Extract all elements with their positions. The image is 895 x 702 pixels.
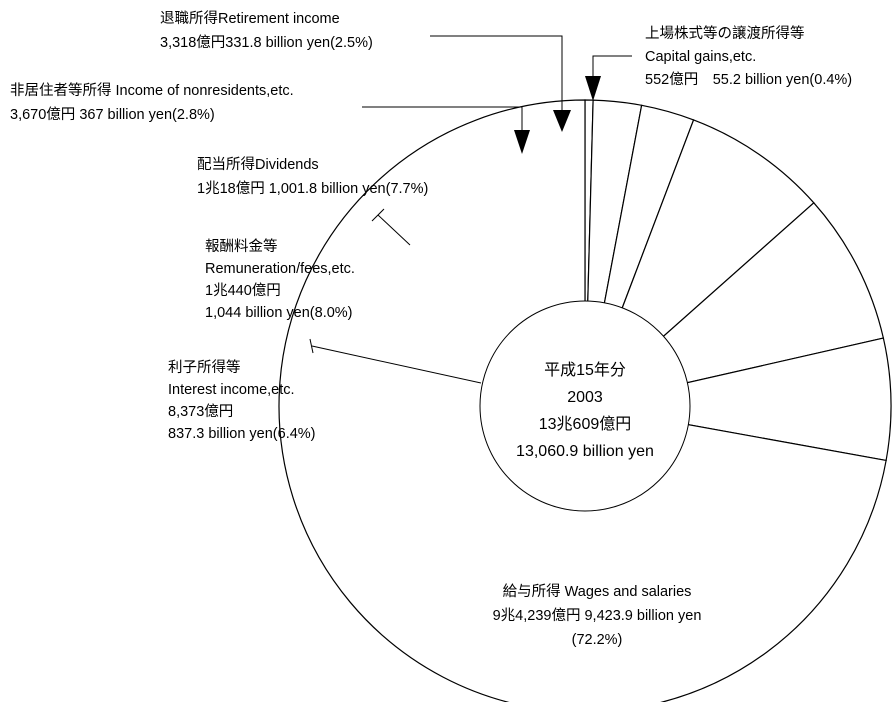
leader-capital — [593, 56, 632, 76]
label-interest-line: 利子所得等 — [168, 358, 241, 376]
label-nonresident-line: 非居住者等所得 Income of nonresidents,etc. — [10, 81, 294, 99]
center-hole — [480, 301, 690, 511]
label-interest-line: Interest income,etc. — [168, 382, 295, 398]
center-total-yen: 13兆609億円 — [539, 415, 632, 433]
center-total-billion: 13,060.9 billion yen — [516, 443, 654, 460]
label-interest-line: 837.3 billion yen(6.4%) — [168, 426, 316, 442]
leader-retirement — [430, 36, 562, 110]
label-nonresident-line: 3,670億円 367 billion yen(2.8%) — [10, 106, 215, 123]
label-capital-line: Capital gains,etc. — [645, 49, 756, 65]
label-dividends-line: 1兆18億円 1,001.8 billion yen(7.7%) — [197, 180, 428, 197]
label-nonresident: 非居住者等所得 Income of nonresidents,etc. 3,670… — [10, 81, 294, 123]
label-wages-line: 9兆4,239億円 9,423.9 billion yen — [493, 607, 702, 624]
label-dividends-line: 配当所得Dividends — [197, 156, 319, 173]
label-retirement-line: 3,318億円331.8 billion yen(2.5%) — [160, 34, 373, 51]
label-capital: 上場株式等の譲渡所得等 Capital gains,etc. 552億円 55.2 … — [645, 24, 852, 88]
label-wages-line: (72.2%) — [572, 632, 623, 648]
label-retirement-line: 退職所得Retirement income — [160, 10, 340, 27]
label-retirement: 退職所得Retirement income 3,318億円331.8 billio… — [160, 10, 373, 51]
center-year: 2003 — [567, 389, 603, 406]
label-remuneration-line: 1,044 billion yen(8.0%) — [205, 305, 353, 321]
label-capital-line: 552億円 55.2 billion yen(0.4%) — [645, 71, 852, 88]
center-era-year: 平成15年分 — [544, 361, 626, 379]
label-capital-line: 上場株式等の譲渡所得等 — [645, 24, 805, 42]
label-remuneration-line: 1兆440億円 — [205, 282, 281, 299]
arrow-capital — [585, 76, 601, 101]
label-wages-line: 給与所得 Wages and salaries — [503, 583, 692, 600]
label-remuneration-line: Remuneration/fees,etc. — [205, 261, 355, 277]
label-remuneration-line: 報酬料金等 — [205, 237, 278, 255]
label-interest-line: 8,373億円 — [168, 403, 233, 420]
